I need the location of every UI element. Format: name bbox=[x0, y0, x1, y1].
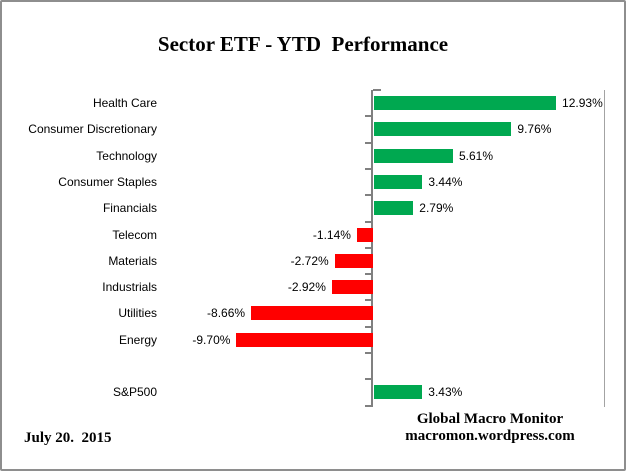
value-label-utilities: -8.66% bbox=[207, 306, 246, 321]
bar-health-care bbox=[374, 96, 557, 110]
axis-tick bbox=[365, 352, 373, 354]
category-label-consumer-staples: Consumer Staples bbox=[58, 174, 157, 189]
axis-tick bbox=[365, 325, 373, 328]
value-label-consumer-staples: 3.44% bbox=[428, 174, 463, 189]
value-label-technology: 5.61% bbox=[458, 148, 494, 163]
value-label-financials: 2.79% bbox=[419, 201, 454, 216]
bar-energy bbox=[236, 332, 373, 347]
bar-industrials bbox=[331, 280, 373, 295]
bar-consumer-discretionary bbox=[374, 122, 512, 137]
axis-tick bbox=[365, 299, 373, 302]
chart-title: Sector ETF - YTD Performance bbox=[157, 32, 449, 56]
bar-utilities bbox=[251, 306, 373, 321]
axis-tick bbox=[373, 89, 381, 91]
axis-tick bbox=[365, 220, 373, 223]
axis-tick bbox=[365, 141, 373, 144]
axis-tick bbox=[365, 246, 373, 249]
brand-block: Global Macro Monitor macromon.wordpress.… bbox=[395, 411, 585, 445]
axis-tick bbox=[365, 194, 373, 197]
bar-consumer-staples bbox=[374, 174, 423, 189]
category-label-industrials: Industrials bbox=[102, 280, 157, 295]
bar-s-p500 bbox=[374, 385, 423, 400]
category-label-financials: Financials bbox=[102, 201, 157, 216]
bar-technology bbox=[374, 148, 453, 163]
axis-tick bbox=[365, 115, 373, 118]
category-label-health-care: Health Care bbox=[92, 96, 157, 110]
category-label-consumer-discretionary: Consumer Discretionary bbox=[28, 122, 157, 137]
bar-materials bbox=[334, 253, 373, 268]
category-label-s-p500: S&P500 bbox=[112, 385, 157, 400]
category-label-technology: Technology bbox=[96, 148, 157, 163]
bar-telecom bbox=[356, 227, 373, 242]
value-label-energy: -9.70% bbox=[192, 332, 231, 347]
category-label-telecom: Telecom bbox=[112, 227, 157, 242]
bar-financials bbox=[374, 201, 414, 216]
value-label-materials: -2.72% bbox=[290, 253, 329, 268]
value-label-s-p500: 3.43% bbox=[428, 385, 463, 400]
brand-line-2: macromon.wordpress.com bbox=[405, 428, 575, 444]
category-label-materials: Materials bbox=[108, 253, 157, 268]
footer-date: July 20. 2015 bbox=[24, 430, 112, 446]
value-label-consumer-discretionary: 9.76% bbox=[517, 122, 552, 137]
value-label-health-care: 12.93% bbox=[562, 96, 603, 110]
axis-tick bbox=[365, 167, 373, 170]
plot-right-border bbox=[604, 90, 605, 407]
value-label-industrials: -2.92% bbox=[287, 280, 326, 295]
category-label-utilities: Utilities bbox=[118, 306, 157, 321]
axis-tick bbox=[365, 378, 373, 381]
brand-line-1: Global Macro Monitor bbox=[416, 411, 564, 427]
value-label-telecom: -1.14% bbox=[312, 227, 351, 242]
axis-tick bbox=[365, 273, 373, 276]
category-label-energy: Energy bbox=[118, 332, 157, 347]
axis-tick bbox=[365, 404, 373, 407]
